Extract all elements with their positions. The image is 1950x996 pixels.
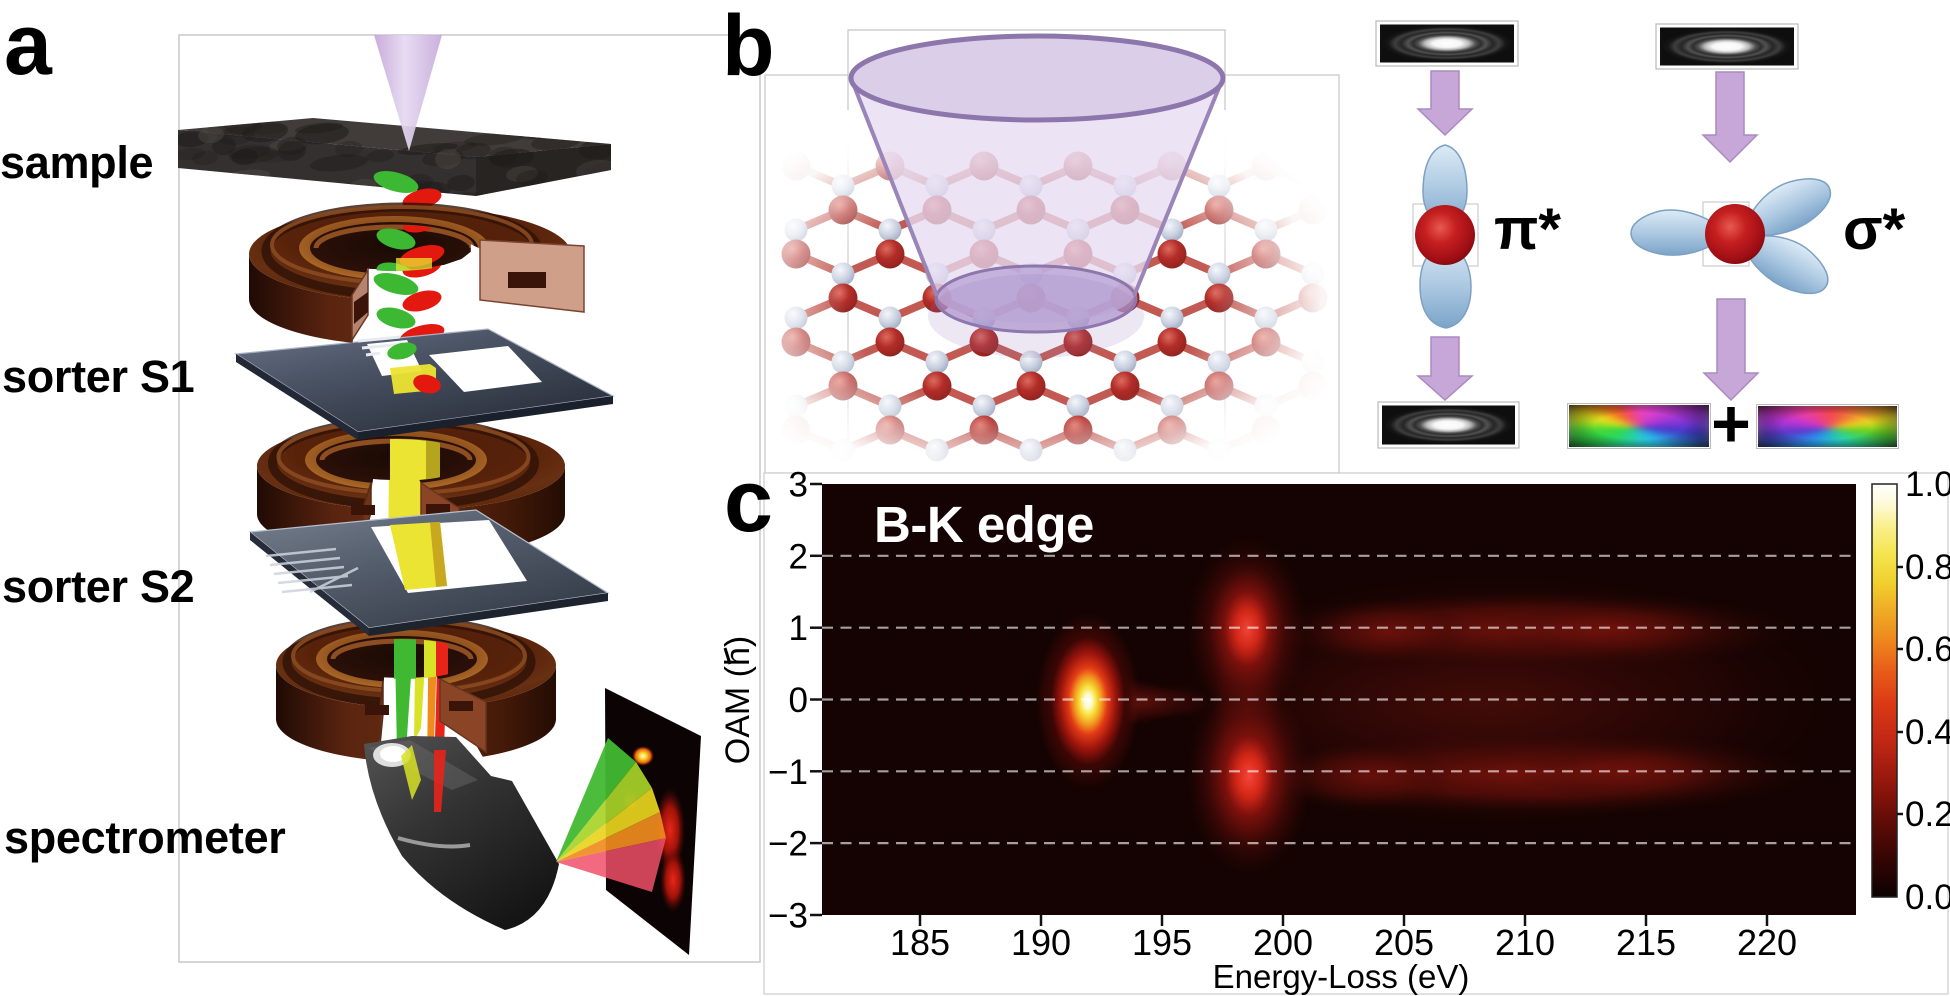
svg-text:c: c bbox=[724, 451, 773, 550]
svg-text:195: 195 bbox=[1132, 922, 1192, 963]
svg-text:B-K edge: B-K edge bbox=[874, 496, 1094, 553]
svg-text:spectrometer: spectrometer bbox=[4, 812, 286, 863]
svg-text:π*: π* bbox=[1494, 197, 1561, 262]
svg-text:210: 210 bbox=[1495, 922, 1555, 963]
svg-text:215: 215 bbox=[1616, 922, 1676, 963]
svg-text:0: 0 bbox=[789, 681, 808, 720]
svg-text:190: 190 bbox=[1011, 922, 1071, 963]
svg-text:OAM (h): OAM (h) bbox=[719, 636, 757, 764]
svg-text:a: a bbox=[4, 0, 53, 93]
svg-text:1: 1 bbox=[789, 609, 808, 648]
svg-text:sorter S1: sorter S1 bbox=[2, 351, 194, 402]
svg-text:sample: sample bbox=[0, 137, 153, 188]
svg-text:0.6: 0.6 bbox=[1905, 630, 1950, 669]
svg-text:205: 205 bbox=[1374, 922, 1434, 963]
svg-text:185: 185 bbox=[890, 922, 950, 963]
svg-text:0.0: 0.0 bbox=[1905, 878, 1950, 917]
svg-text:1.0: 1.0 bbox=[1905, 465, 1950, 504]
svg-text:−3: −3 bbox=[768, 897, 808, 936]
svg-text:σ*: σ* bbox=[1843, 197, 1906, 262]
svg-text:−1: −1 bbox=[768, 753, 808, 792]
svg-text:0.8: 0.8 bbox=[1905, 548, 1950, 587]
svg-text:0.2: 0.2 bbox=[1905, 795, 1950, 834]
svg-text:Energy-Loss (eV): Energy-Loss (eV) bbox=[1213, 958, 1470, 995]
svg-text:220: 220 bbox=[1737, 922, 1797, 963]
svg-text:2: 2 bbox=[789, 537, 808, 576]
svg-text:200: 200 bbox=[1253, 922, 1313, 963]
svg-text:sorter S2: sorter S2 bbox=[2, 561, 194, 612]
svg-text:−2: −2 bbox=[768, 825, 808, 864]
svg-text:0.4: 0.4 bbox=[1905, 713, 1950, 752]
svg-text:+: + bbox=[1711, 386, 1751, 462]
svg-text:b: b bbox=[722, 0, 775, 94]
svg-text:3: 3 bbox=[789, 466, 808, 505]
